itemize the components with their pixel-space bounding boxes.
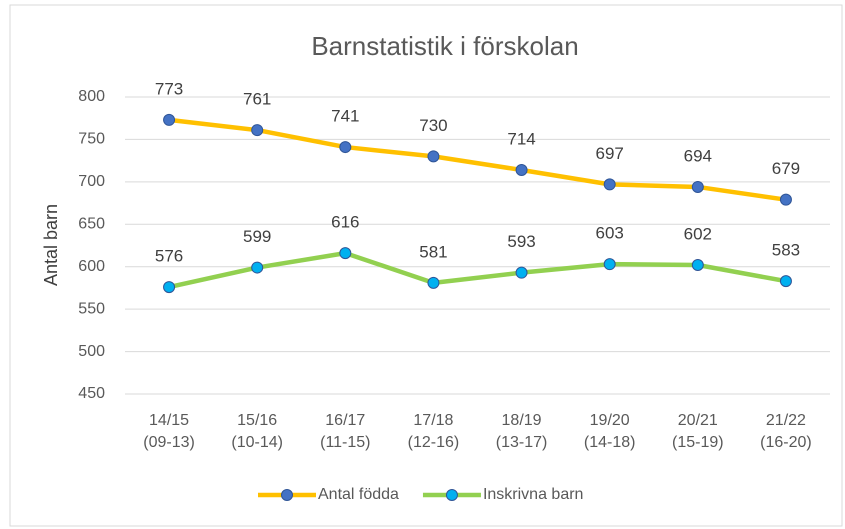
data-label: 714 (507, 129, 535, 148)
marker (603, 178, 616, 191)
data-label: 602 (684, 225, 712, 244)
x-tick-label: 16/17 (11-15) (320, 412, 371, 451)
y-tick-label: 650 (78, 216, 105, 233)
data-label: 616 (331, 213, 359, 232)
legend-marker (445, 489, 458, 501)
data-label: 581 (419, 242, 447, 261)
x-tick-label: 17/18 (12-16) (407, 412, 460, 451)
marker (691, 259, 704, 272)
data-label: 730 (419, 116, 447, 135)
marker (691, 180, 704, 193)
y-axis-label: Antal barn (41, 204, 61, 286)
data-label: 773 (155, 79, 183, 98)
data-label: 576 (155, 247, 183, 266)
y-tick-label: 450 (78, 385, 105, 402)
marker (251, 261, 264, 274)
marker (515, 163, 528, 176)
y-tick-label: 600 (78, 258, 105, 275)
marker (163, 113, 176, 126)
data-label: 761 (243, 90, 271, 109)
data-label: 697 (596, 144, 624, 163)
marker (427, 150, 440, 163)
y-tick-label: 550 (78, 300, 105, 317)
marker (603, 258, 616, 271)
data-label: 583 (772, 241, 800, 260)
series-line (168, 250, 787, 290)
data-label: 593 (507, 232, 535, 251)
marker (779, 275, 792, 288)
x-tick-label: 14/15 (09-13) (143, 412, 195, 451)
data-label: 741 (331, 107, 359, 126)
data-label: 679 (772, 159, 800, 178)
marker (251, 124, 264, 137)
data-label: 603 (596, 224, 624, 243)
marker (427, 276, 440, 289)
legend-label: Inskrivna barn (483, 486, 584, 503)
y-tick-label: 500 (78, 343, 105, 360)
x-tick-label: 19/20 (14-18) (583, 412, 636, 451)
legend-marker (281, 489, 293, 501)
y-tick-label: 700 (78, 173, 105, 190)
chart-title: Barnstatistik i förskolan (311, 31, 578, 61)
x-tick-label: 20/21 (15-19) (672, 412, 724, 451)
legend-label: Antal födda (318, 486, 399, 503)
y-tick-label: 750 (78, 131, 105, 148)
series-line (168, 117, 787, 202)
marker (515, 266, 528, 279)
x-tick-label: 21/22 (16-20) (760, 412, 812, 451)
marker (339, 247, 352, 260)
data-label: 599 (243, 227, 271, 246)
y-tick-label: 800 (78, 88, 105, 105)
marker (339, 141, 352, 154)
x-tick-label: 15/16 (10-14) (231, 412, 283, 451)
x-tick-label: 18/19 (13-17) (495, 412, 548, 451)
marker (779, 193, 792, 206)
data-label: 694 (684, 146, 712, 165)
marker (163, 281, 176, 294)
